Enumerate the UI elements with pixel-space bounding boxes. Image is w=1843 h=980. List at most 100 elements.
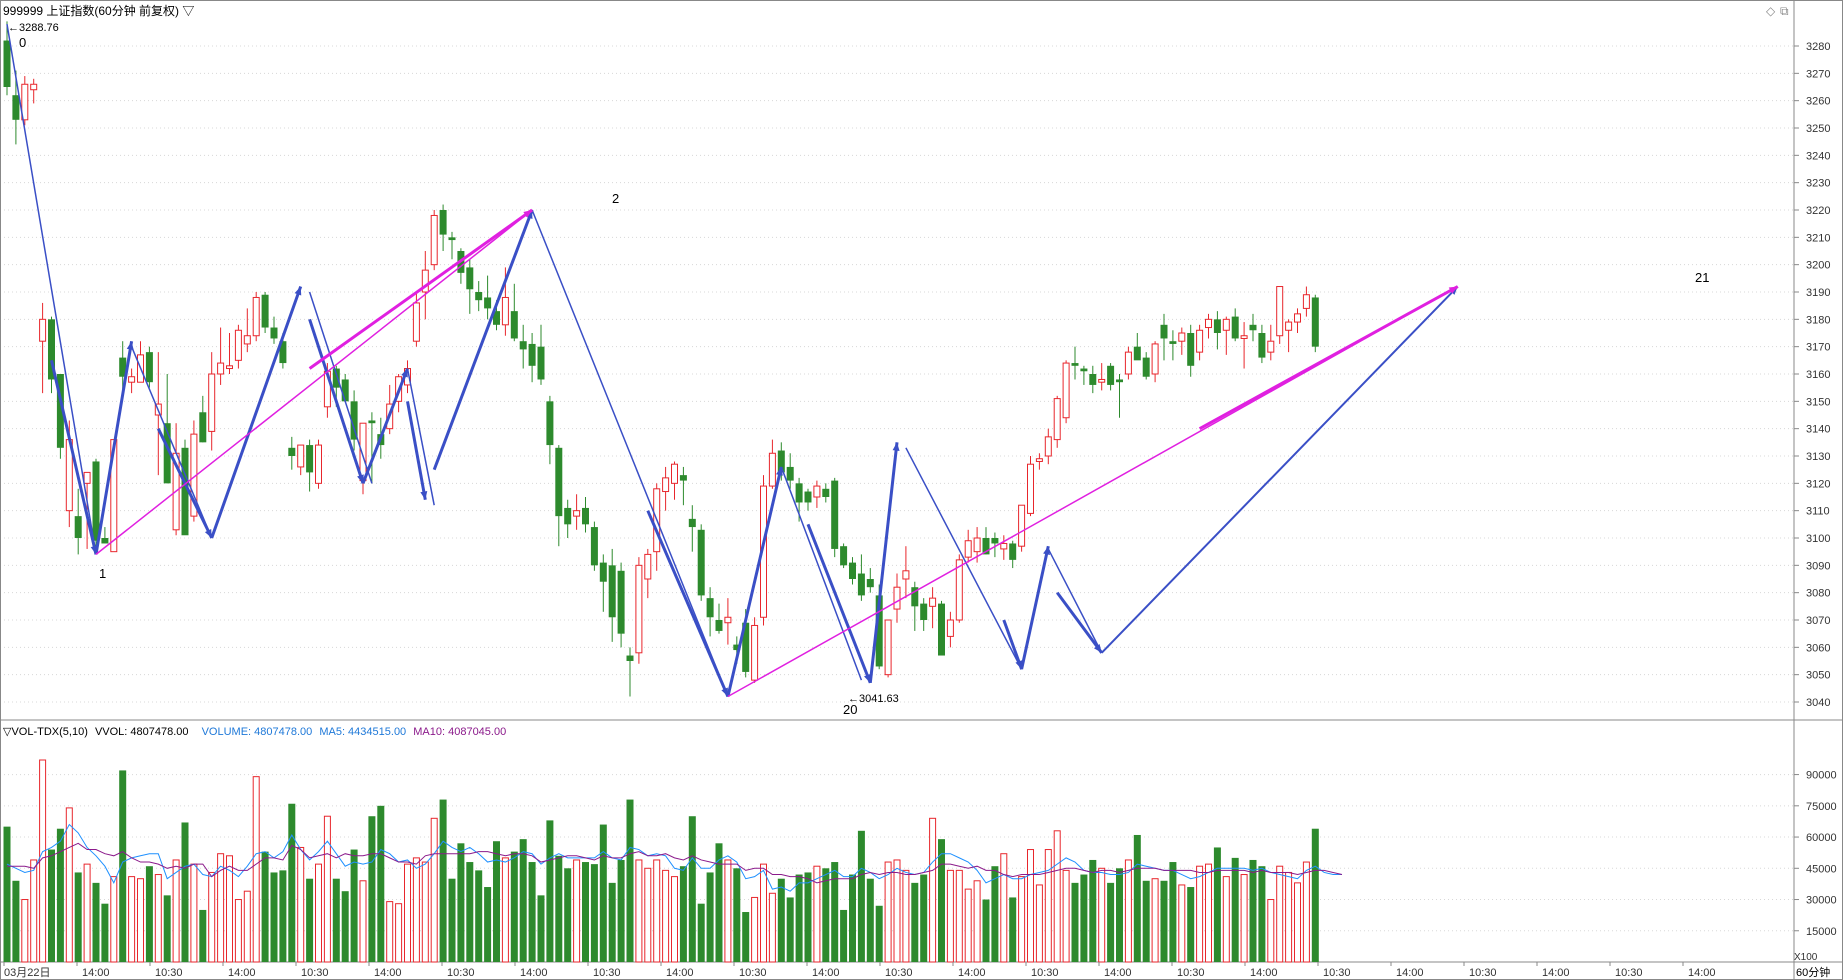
- candle-body-up: [83, 471, 91, 484]
- candle-body-down: [626, 655, 634, 661]
- time-tick-label: 10:30: [155, 967, 183, 979]
- wave-arrow-blue-arrowhead: [1043, 546, 1050, 556]
- price-tick-label: 3090: [1806, 560, 1830, 572]
- candle-body-up: [964, 540, 972, 558]
- wave-arrow-blue-arrowhead: [126, 341, 134, 350]
- wave-arrow-blue-arrowhead: [420, 490, 428, 500]
- price-tick-label: 3200: [1806, 260, 1830, 272]
- candle-body-up: [243, 335, 251, 345]
- chart-title[interactable]: 999999 上证指数(60分钟 前复权) ▽: [3, 3, 194, 18]
- volume-bar-up: [573, 859, 581, 963]
- volume-bar-down: [875, 905, 883, 962]
- period-label[interactable]: 60分钟: [1796, 965, 1830, 979]
- candle-body-down: [555, 447, 563, 517]
- volume-bar-down: [831, 862, 839, 962]
- volume-bar-up: [83, 863, 91, 963]
- volume-bar-down: [56, 828, 64, 962]
- wave-arrow-blue-arrowhead: [1015, 660, 1023, 670]
- wave-arrow-blue: [94, 340, 134, 555]
- candle-body-up: [929, 597, 937, 607]
- volume-bar-up: [1205, 863, 1212, 963]
- price-tick-label: 3080: [1806, 588, 1830, 600]
- volume-bar-down: [786, 897, 794, 962]
- time-tick-label: 14:00: [520, 967, 548, 979]
- wave-arrow-blue: [1020, 545, 1050, 670]
- candle-body-down: [564, 507, 572, 525]
- volume-bar-down: [306, 878, 314, 962]
- wave-arrow-blue-arrowhead: [721, 687, 728, 697]
- wave-arrow-blue: [1055, 591, 1103, 654]
- volume-bar-down: [742, 912, 750, 962]
- volume-bar-down: [475, 870, 483, 962]
- volume-bar-up: [412, 857, 420, 963]
- candle-body-down: [368, 420, 376, 424]
- volume-bar-down: [279, 870, 287, 962]
- wave-line-blue-thin: [130, 346, 213, 539]
- price-tick-label: 3040: [1806, 697, 1830, 709]
- volume-bar-up: [430, 817, 438, 963]
- volume-bar-up: [653, 859, 661, 963]
- candle-body-up: [1124, 351, 1132, 375]
- time-tick-label: 10:30: [1177, 967, 1205, 979]
- volume-tick-label: 30000: [1806, 895, 1837, 907]
- volume-bar-down: [857, 830, 865, 962]
- time-tick-label: 10:30: [1323, 967, 1351, 979]
- volume-bar-down: [48, 849, 55, 962]
- candle-body-up: [813, 485, 821, 498]
- wave-arrow-blue-arrowhead: [357, 474, 364, 484]
- volume-bar-up: [30, 859, 38, 963]
- volume-bar-up: [386, 901, 394, 963]
- volume-bar-up: [359, 880, 367, 963]
- wave-point-label-20: 20: [843, 702, 857, 717]
- candle-body-down: [875, 595, 883, 667]
- candle-body-down: [475, 292, 483, 301]
- volume-bar-up: [1267, 899, 1275, 963]
- candle-body-up: [946, 619, 954, 637]
- candle-body-up: [1000, 542, 1008, 550]
- volume-tick-label: 15000: [1806, 926, 1837, 938]
- volume-bar-down: [119, 770, 127, 962]
- volume-bar-down: [706, 872, 714, 962]
- wave-arrow-blue-arrowhead: [892, 442, 900, 451]
- volume-bar-down: [582, 862, 589, 962]
- window-restore-icon[interactable]: ⧉: [1780, 4, 1789, 18]
- candle-body-down: [1116, 379, 1123, 383]
- volume-bar-down: [1160, 880, 1168, 962]
- time-tick-label: 03月22日: [4, 967, 50, 979]
- wave-arrow-blue-arrowhead: [294, 286, 302, 296]
- candle-body-up: [573, 510, 581, 517]
- candle-body-up: [430, 214, 438, 266]
- wave-arrow-magenta-arrowhead: [1448, 286, 1458, 294]
- candle-body-up: [501, 296, 509, 326]
- candlesticks: [3, 21, 1319, 697]
- wave-arrow-blue-arrowhead: [1093, 644, 1102, 653]
- wave-arrow-blue: [308, 318, 365, 484]
- volume-bar-down: [1142, 880, 1150, 962]
- volume-bar-down: [688, 816, 696, 962]
- diamond-icon[interactable]: ◇: [1766, 4, 1776, 18]
- volume-bar-up: [1018, 876, 1026, 963]
- wave-arrow-blue-arrowhead: [401, 368, 408, 378]
- candle-body-down: [519, 341, 527, 350]
- candle-body-down: [48, 319, 55, 380]
- candle-body-up: [421, 269, 429, 293]
- candle-body-down: [866, 579, 874, 588]
- volume-bar-down: [261, 851, 269, 962]
- price-tick-label: 3280: [1806, 41, 1830, 53]
- volume-bar-down: [537, 895, 545, 962]
- volume-bar-up: [243, 890, 251, 963]
- volume-bar-up: [973, 880, 981, 963]
- candle-body-down: [777, 450, 785, 473]
- volume-bar-up: [1124, 859, 1132, 963]
- candle-body-down: [546, 401, 554, 446]
- volume-bar-down: [332, 878, 340, 962]
- volume-bar-down: [938, 839, 945, 962]
- volume-bar-down: [715, 843, 723, 962]
- candle-body-down: [857, 573, 865, 596]
- wave-arrow-blue: [868, 442, 899, 684]
- volume-bar-up: [902, 869, 910, 963]
- candle-body-up: [1035, 458, 1043, 462]
- volume-bar-up: [1062, 869, 1070, 963]
- candle-body-down: [493, 311, 500, 325]
- volume-bar-down: [564, 868, 572, 962]
